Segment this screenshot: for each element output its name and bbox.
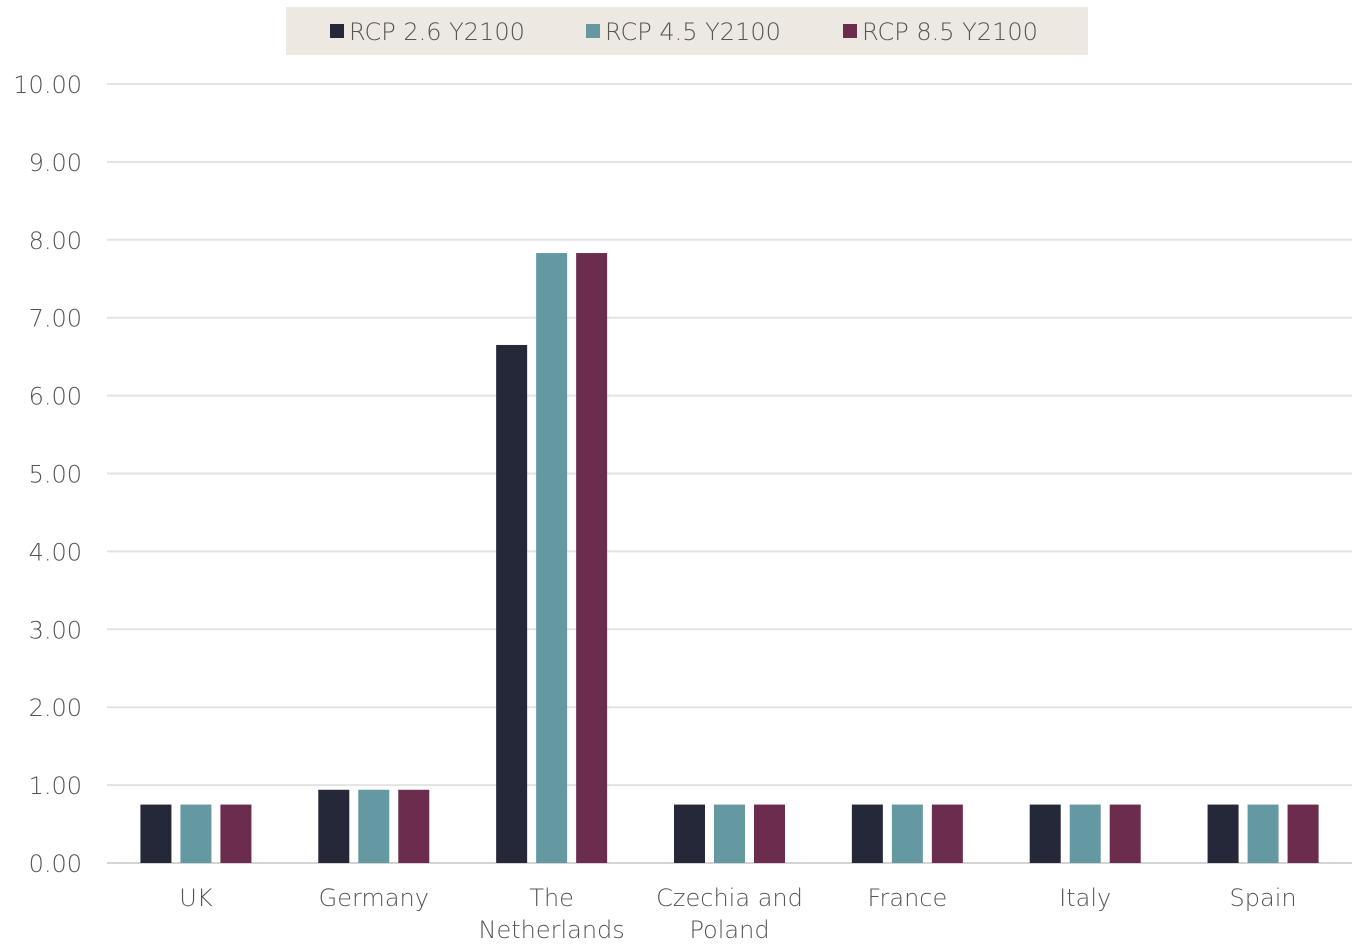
bar [496, 344, 528, 864]
legend: RCP 2.6 Y2100 RCP 4.5 Y2100 RCP 8.5 Y2100 [286, 7, 1088, 55]
y-tick-label: 10.00 [13, 71, 82, 99]
y-tick-label: 3.00 [29, 616, 82, 644]
x-tick-label: Poland [689, 916, 769, 944]
bar [1247, 804, 1279, 863]
bar [1069, 804, 1101, 863]
bar [576, 253, 608, 864]
bar [754, 804, 785, 863]
bar [1287, 804, 1319, 863]
x-tick-label: Netherlands [478, 916, 624, 944]
bar [851, 804, 883, 863]
x-tick-label: UK [179, 884, 213, 912]
bar [358, 789, 390, 863]
bar [180, 804, 212, 863]
legend-label: RCP 2.6 Y2100 [349, 18, 525, 46]
x-tick-label: Italy [1059, 884, 1111, 912]
y-axis-ticks: 0.00 1.00 2.00 3.00 4.00 5.00 6.00 7.00 8.00 9.00… [13, 71, 82, 878]
x-tick-label: Czechia and [656, 884, 803, 912]
y-tick-label: 0.00 [29, 850, 82, 878]
y-tick-label: 2.00 [29, 694, 82, 722]
y-tick-label: 5.00 [29, 461, 82, 489]
x-tick-label: Spain [1230, 884, 1297, 912]
y-tick-label: 7.00 [29, 305, 82, 333]
x-tick-label: France [867, 884, 947, 912]
legend-label: RCP 4.5 Y2100 [605, 18, 781, 46]
bar [140, 804, 172, 863]
bar [1109, 804, 1141, 863]
bar [714, 804, 745, 863]
bar [318, 789, 350, 863]
legend-swatch [843, 24, 857, 38]
gridlines [107, 83, 1352, 864]
legend-swatch [330, 24, 344, 38]
legend-label: RCP 8.5 Y2100 [862, 18, 1038, 46]
y-tick-label: 8.00 [29, 227, 82, 255]
bar [398, 789, 430, 863]
bar [536, 253, 568, 864]
x-tick-label: The [529, 884, 574, 912]
legend-box [286, 7, 1088, 55]
bars [140, 253, 1319, 864]
bar [1207, 804, 1239, 863]
bar [1029, 804, 1061, 863]
bar [220, 804, 252, 863]
legend-swatch [586, 24, 600, 38]
y-tick-label: 9.00 [29, 149, 82, 177]
y-tick-label: 4.00 [29, 538, 82, 566]
x-tick-label: Germany [319, 884, 429, 912]
bar [931, 804, 963, 863]
x-axis-labels: UK Germany The Netherlands Czechia and Poland… [179, 884, 1296, 944]
bar [674, 804, 705, 863]
y-tick-label: 6.00 [29, 383, 82, 411]
bar [891, 804, 923, 863]
y-tick-label: 1.00 [29, 772, 82, 800]
